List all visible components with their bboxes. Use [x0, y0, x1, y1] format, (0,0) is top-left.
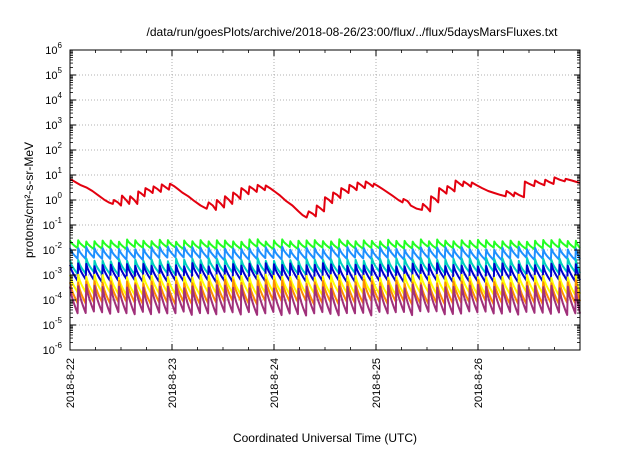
y-tick-label: 10-6 [43, 341, 63, 357]
series-layer [69, 176, 581, 317]
series-line-6 [69, 273, 581, 297]
y-tick-label: 100 [45, 191, 62, 207]
series-line-8 [69, 283, 581, 317]
series-line-2 [69, 238, 581, 251]
series-line-7 [69, 278, 581, 306]
y-axis-label: protons/cm²-s-sr-MeV [22, 142, 36, 258]
y-tick-label: 10-4 [43, 291, 63, 307]
x-tick-label: 2018-8-24 [269, 358, 281, 408]
x-tick-label: 2018-8-22 [65, 358, 77, 408]
y-tick-label: 104 [45, 91, 62, 107]
x-tick-label: 2018-8-25 [371, 358, 383, 408]
x-axis-label: Coordinated Universal Time (UTC) [233, 431, 417, 445]
y-tick-label: 10-2 [43, 241, 63, 257]
y-tick-label: 10-1 [43, 216, 63, 232]
x-tick-label: 2018-8-26 [473, 358, 485, 408]
y-tick-label: 10-3 [43, 266, 63, 282]
x-tick-label: 2018-8-23 [167, 358, 179, 408]
series-line-3 [69, 245, 581, 262]
y-tick-label: 105 [45, 66, 62, 82]
y-tick-label: 10-5 [43, 316, 63, 332]
y-tick-label: 101 [45, 166, 62, 182]
series-line-4 [69, 256, 581, 276]
y-tick-label: 102 [45, 141, 62, 157]
y-axis: 10-6 10-5 10-4 10-3 10-2 10-1 100 101 102 103 104 1… [43, 41, 580, 357]
series-line-1 [69, 176, 581, 219]
chart-title: /data/run/goesPlots/archive/2018-08-26/2… [147, 25, 559, 39]
x-axis: 2018-8-22 2018-8-23 2018-8-24 2018-8-25 2018… [65, 50, 555, 408]
y-tick-label: 106 [45, 41, 62, 57]
y-tick-label: 103 [45, 116, 62, 132]
series-line-5 [69, 262, 581, 284]
